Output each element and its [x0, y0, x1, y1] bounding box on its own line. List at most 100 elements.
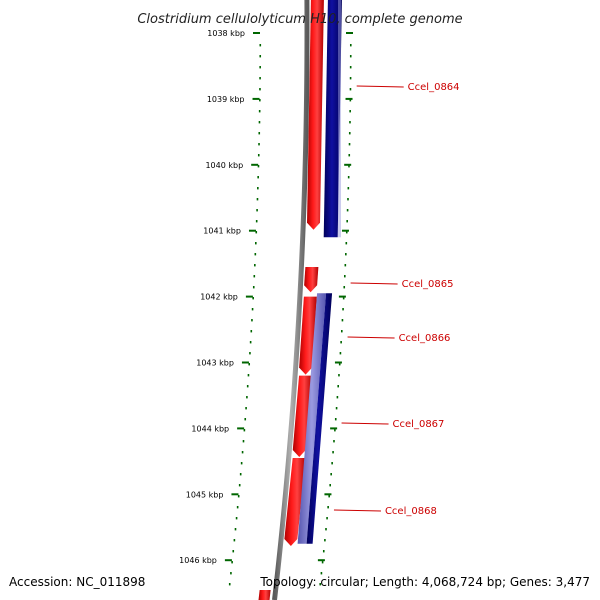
gc-dot [339, 352, 342, 355]
gc-dot [258, 143, 260, 146]
gene-label-Ccel_0866: Ccel_0866 [399, 333, 451, 344]
gc-dot [348, 143, 351, 146]
gc-dot [348, 165, 350, 168]
gc-dot [342, 308, 344, 311]
ruler-tick-right-1044 [330, 427, 338, 430]
ruler-tick-1039 [252, 97, 260, 100]
gc-dot [335, 407, 338, 410]
gc-dot [257, 187, 259, 190]
gc-dot [259, 66, 261, 69]
ruler-tick-1044 [237, 427, 245, 430]
gc-dot [343, 286, 346, 289]
gc-dot [338, 374, 340, 377]
ruler-tick-1042 [245, 295, 253, 298]
gc-dot [349, 44, 352, 47]
gc-dot [337, 385, 339, 388]
ruler-tick-right-1042 [338, 295, 346, 298]
gc-dot [321, 561, 324, 564]
ruler-tick-right-1045 [324, 493, 332, 496]
gc-dot [253, 275, 256, 278]
gc-dot [349, 121, 351, 124]
kbp-ruler: 1038 kbp 1039 kbp 1040 kbp 1041 kbp 1042 kbp… [179, 29, 353, 565]
gc-dot [240, 462, 243, 465]
gc-dot [332, 451, 334, 454]
label-leader-Ccel_0868 [333, 509, 381, 512]
cds-arrow-Ccel_0868 [284, 458, 306, 547]
gc-dot [324, 539, 326, 542]
gene-label-Ccel_0867: Ccel_0867 [393, 419, 445, 430]
ruler-label-1041: 1041 kbp [203, 227, 241, 236]
gc-dot [252, 286, 255, 289]
backbone-line [272, 0, 310, 600]
gene-block-navy [306, 293, 333, 544]
gc-dot [329, 484, 331, 487]
gc-dot [251, 308, 254, 311]
gc-dot [334, 429, 336, 432]
ruler-tick-right-1038 [345, 32, 353, 34]
gc-dot [258, 132, 261, 135]
gene-label-Ccel_0868: Ccel_0868 [385, 506, 437, 517]
ruler-tick-right-1043 [334, 361, 342, 364]
gc-dot [343, 275, 346, 278]
ruler-tick-1040 [251, 163, 259, 166]
gc-dot [259, 77, 261, 80]
gc-dot [349, 66, 352, 69]
gene-feature-track [297, 0, 342, 544]
gc-dot [349, 99, 352, 102]
genome-backbone [272, 0, 310, 600]
ruler-tick-right-1041 [341, 229, 349, 232]
gc-dot [349, 55, 352, 58]
gc-dot [349, 77, 352, 80]
gc-dot [258, 121, 261, 124]
gc-dot [254, 264, 256, 267]
gc-dot [348, 132, 351, 135]
gc-dot [320, 572, 323, 575]
ruler-label-1046: 1046 kbp [179, 556, 217, 565]
gc-dot [338, 363, 341, 366]
cds-arrow-continuation [258, 590, 271, 600]
gene-label-Ccel_0864: Ccel_0864 [408, 82, 460, 93]
gc-dot [328, 495, 330, 498]
gc-dot [344, 264, 347, 267]
gc-dot [319, 583, 322, 586]
accession-text: Accession: NC_011898 [9, 575, 145, 589]
gc-dot [241, 451, 244, 454]
label-leader-Ccel_0866 [347, 336, 395, 339]
gc-dot [249, 341, 252, 344]
gc-dot [341, 319, 344, 322]
gc-dot [235, 517, 238, 520]
gc-dot [254, 253, 257, 256]
gene-block-light [297, 293, 327, 544]
gc-dot [228, 583, 231, 586]
gc-dot [259, 88, 261, 91]
gc-dot [348, 154, 351, 157]
gene-block-Ccel_0864 [323, 0, 342, 238]
gc-dot [322, 550, 325, 553]
gc-dot [333, 440, 335, 443]
ruler-tick-right-1040 [344, 163, 352, 166]
gc-dot [257, 176, 259, 179]
gc-dot [251, 319, 253, 322]
ruler-label-1044: 1044 kbp [191, 424, 229, 433]
gc-dot [340, 341, 342, 344]
ruler-label-1038: 1038 kbp [207, 29, 245, 38]
gc-dot [256, 198, 259, 201]
gc-dot [248, 363, 251, 366]
topology-text: Topology: circular; Length: 4,068,724 bp… [259, 575, 590, 589]
gc-dot [346, 209, 349, 212]
ruler-tick-1045 [231, 493, 239, 496]
gc-dot [252, 297, 254, 300]
ruler-label-1045: 1045 kbp [186, 490, 224, 499]
label-leader-Ccel_0864 [356, 85, 404, 88]
ruler-label-1040: 1040 kbp [205, 161, 243, 170]
gc-dot [255, 231, 258, 234]
gc-dot [257, 154, 260, 157]
gc-dot [347, 187, 350, 190]
gc-dot [239, 473, 242, 476]
gc-dot [345, 253, 347, 256]
gc-dot [342, 297, 345, 300]
gc-dot [246, 385, 249, 388]
cds-arrow-Ccel_0867 [292, 375, 313, 458]
gc-dot [255, 242, 257, 245]
